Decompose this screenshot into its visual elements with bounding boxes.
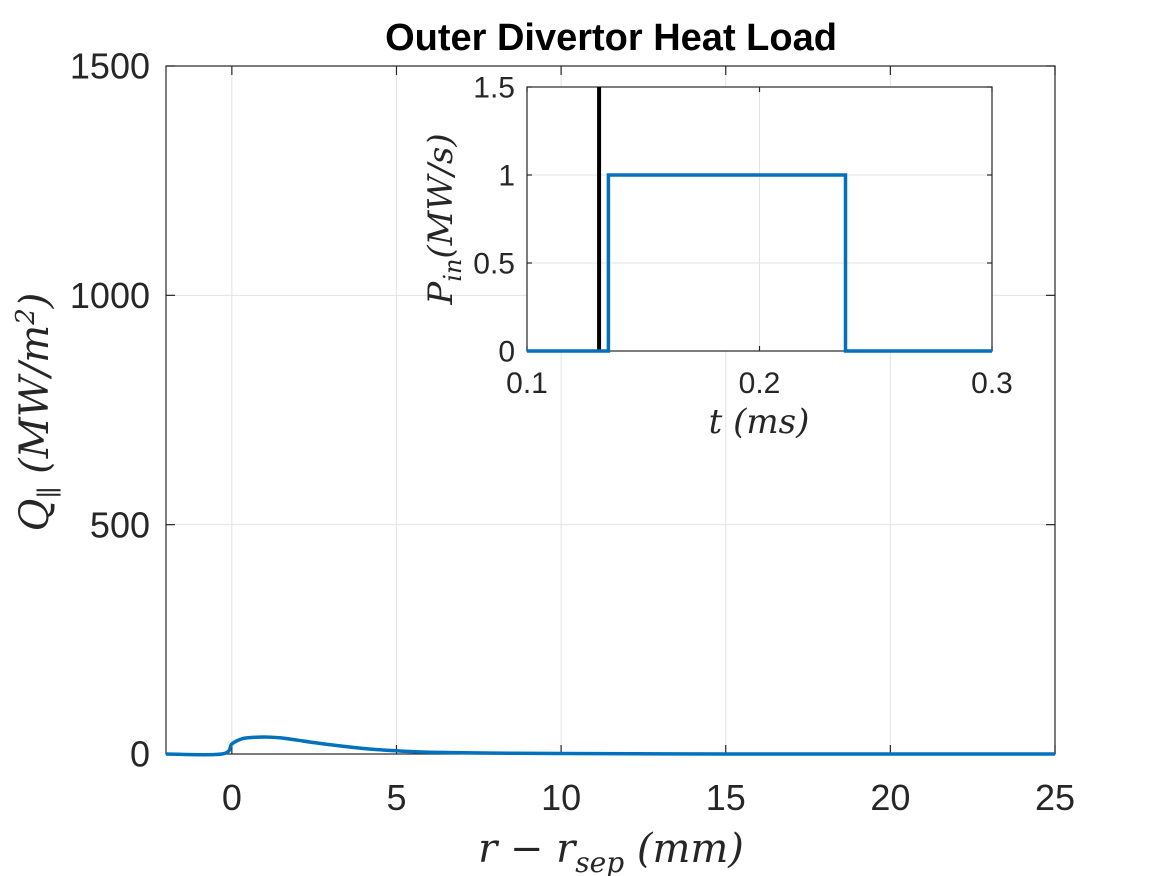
x-tick-label: 0 [222, 777, 242, 818]
main-x-axis-label: r − rsep (mm) [478, 826, 744, 876]
x-tick-label: 15 [706, 777, 746, 818]
x-tick-label: 5 [386, 777, 406, 818]
x-tick-label: 10 [541, 777, 581, 818]
y-tick-label: 1000 [70, 275, 150, 316]
y-tick-label: 1500 [70, 46, 150, 87]
inset-x-tick-labels: 0.1 0.2 0.3 [506, 367, 1013, 400]
main-y-axis-label: Q∥ (MW/m2) [11, 293, 65, 532]
y-tick-label: 0 [498, 336, 515, 369]
y-tick-label: 500 [90, 504, 150, 545]
y-tick-label: 1.5 [473, 72, 515, 105]
x-tick-label: 25 [1035, 777, 1075, 818]
inset-x-axis-label: t (ms) [709, 402, 810, 442]
y-tick-label: 0 [130, 734, 150, 775]
main-y-tick-labels: 0 500 1000 1500 [70, 46, 150, 775]
inset-series-line [527, 173, 992, 353]
main-series-line [165, 735, 1055, 757]
x-tick-label: 0.2 [739, 367, 781, 400]
main-x-tick-labels: 0 5 10 15 20 25 [222, 777, 1075, 818]
inset-axes: 0.1 0.2 0.3 0 0.5 1 1.5 [473, 72, 1013, 401]
y-tick-label: 1 [498, 160, 515, 193]
inset-y-tick-labels: 0 0.5 1 1.5 [473, 72, 515, 369]
x-tick-label: 0.1 [506, 367, 548, 400]
chart-title: Outer Divertor Heat Load [385, 17, 837, 59]
x-tick-label: 0.3 [971, 367, 1013, 400]
inset-y-axis-label: Pin(MW/s) [421, 133, 467, 305]
y-tick-label: 0.5 [473, 248, 515, 281]
x-tick-label: 20 [870, 777, 910, 818]
